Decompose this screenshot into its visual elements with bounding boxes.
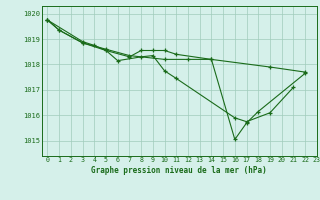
X-axis label: Graphe pression niveau de la mer (hPa): Graphe pression niveau de la mer (hPa) — [91, 166, 267, 175]
